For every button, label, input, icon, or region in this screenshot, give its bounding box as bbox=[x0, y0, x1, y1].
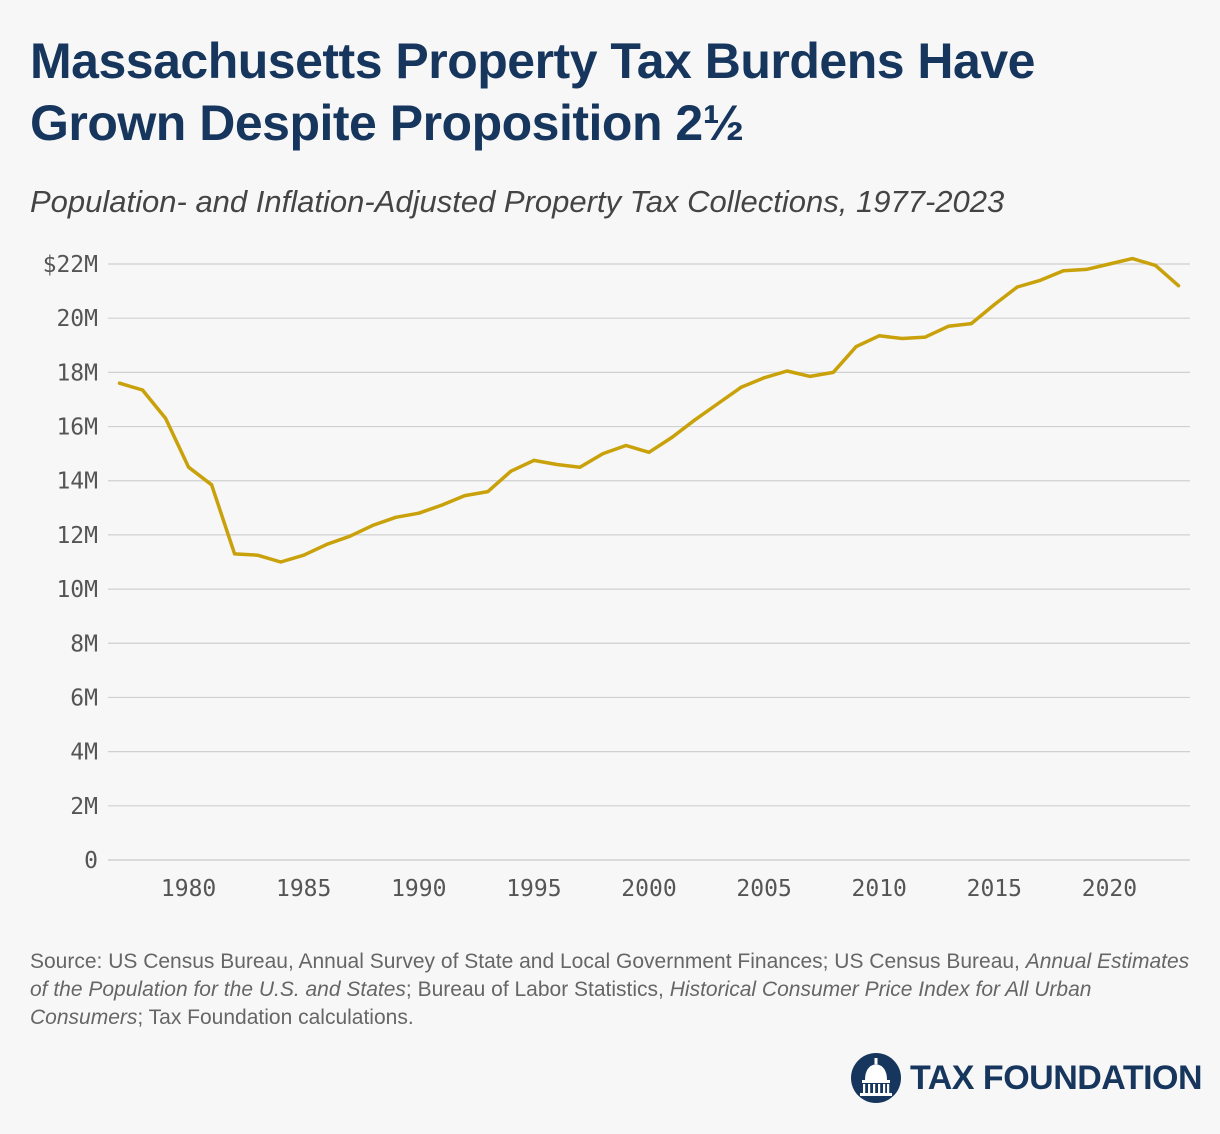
data-point bbox=[1107, 262, 1112, 266]
data-point bbox=[693, 418, 697, 422]
data-point bbox=[923, 335, 927, 339]
data-point bbox=[647, 450, 651, 454]
data-point bbox=[440, 503, 444, 507]
data-point bbox=[670, 435, 674, 439]
data-point bbox=[808, 374, 812, 379]
data-point bbox=[578, 465, 582, 469]
data-point bbox=[417, 511, 421, 515]
chart-subtitle: Population- and Inflation-Adjusted Prope… bbox=[30, 184, 1005, 219]
gridlines bbox=[108, 263, 1190, 861]
data-point bbox=[186, 465, 191, 469]
data-point bbox=[509, 469, 513, 473]
chart-title: Massachusetts Property Tax Burdens Have … bbox=[30, 33, 1035, 151]
source-mid: ; Bureau of Labor Statistics, bbox=[405, 978, 664, 1001]
data-point bbox=[785, 369, 789, 373]
series-line bbox=[117, 256, 1181, 564]
data-point bbox=[532, 458, 536, 463]
source-publication-cpi: Historical Consumer Price Index for All … bbox=[30, 978, 1092, 1029]
data-point bbox=[117, 381, 122, 385]
data-point bbox=[969, 322, 973, 326]
y-tick-label: 2M bbox=[70, 794, 98, 820]
y-tick-label: 12M bbox=[56, 523, 98, 549]
x-axis-ticks: 1980 1985 1990 1995 2000 2005 2010 2015 2020 bbox=[161, 876, 1137, 902]
x-tick-label: 2010 bbox=[852, 876, 907, 902]
x-tick-label: 1985 bbox=[276, 876, 331, 902]
data-point bbox=[394, 515, 398, 519]
y-tick-label: 16M bbox=[56, 415, 98, 441]
data-point bbox=[209, 483, 214, 487]
data-point bbox=[1176, 284, 1181, 288]
x-tick-label: 2020 bbox=[1082, 876, 1137, 902]
data-point bbox=[371, 523, 375, 528]
line-chart: 0 2M 4M 6M 8M 10M 12M 14M 16M 18M 20M $22M 1980 1985… bbox=[43, 252, 1190, 902]
x-tick-label: 2005 bbox=[736, 876, 791, 902]
data-point bbox=[992, 303, 996, 307]
data-point bbox=[624, 443, 628, 448]
y-tick-label: 14M bbox=[56, 469, 98, 495]
y-tick-label: 18M bbox=[56, 360, 98, 386]
y-tick-label: $22M bbox=[43, 252, 98, 278]
source-publication-population: Annual Estimates of the Population for t… bbox=[30, 950, 1190, 1001]
data-point bbox=[946, 324, 950, 328]
x-tick-label: 2000 bbox=[621, 876, 676, 902]
x-tick-label: 2015 bbox=[967, 876, 1022, 902]
y-tick-label: 6M bbox=[70, 685, 98, 711]
data-point bbox=[1084, 267, 1089, 272]
data-point bbox=[140, 388, 145, 392]
data-point bbox=[463, 494, 467, 498]
source-prefix: Source: US Census Bureau, Annual Survey … bbox=[30, 950, 1020, 973]
data-point bbox=[762, 376, 766, 380]
x-tick-label: 1995 bbox=[506, 876, 561, 902]
data-point bbox=[854, 345, 858, 349]
tax-foundation-logo: TAX FOUNDATION bbox=[850, 1048, 1203, 1108]
data-point bbox=[233, 552, 237, 556]
x-tick-label: 1990 bbox=[391, 876, 446, 902]
data-point bbox=[555, 462, 559, 467]
data-point bbox=[348, 534, 352, 538]
data-point bbox=[1130, 256, 1135, 261]
data-point bbox=[1015, 285, 1019, 289]
data-point bbox=[1038, 278, 1042, 282]
source-suffix: ; Tax Foundation calculations. bbox=[137, 1006, 414, 1029]
data-point bbox=[279, 560, 283, 564]
data-point bbox=[486, 489, 490, 494]
data-point bbox=[325, 542, 329, 546]
data-point bbox=[302, 553, 306, 557]
x-tick-label: 1980 bbox=[161, 876, 216, 902]
data-point bbox=[831, 370, 835, 374]
data-point bbox=[601, 452, 605, 456]
y-tick-label: 0 bbox=[84, 848, 98, 874]
data-point bbox=[1061, 269, 1065, 273]
y-tick-label: 4M bbox=[70, 740, 98, 766]
y-tick-label: 20M bbox=[56, 306, 98, 332]
y-axis-ticks: 0 2M 4M 6M 8M 10M 12M 14M 16M 18M 20M $22M bbox=[43, 252, 98, 874]
data-point bbox=[256, 553, 260, 557]
data-point bbox=[739, 385, 743, 389]
data-point bbox=[877, 334, 881, 338]
series-layer bbox=[117, 256, 1181, 564]
data-point bbox=[900, 336, 904, 341]
data-point bbox=[163, 416, 168, 421]
y-tick-label: 8M bbox=[70, 631, 98, 657]
logo-text: TAX FOUNDATION bbox=[910, 1058, 1203, 1097]
data-point bbox=[716, 401, 720, 406]
y-tick-label: 10M bbox=[56, 577, 98, 603]
capitol-dome-icon bbox=[851, 1053, 901, 1103]
source-note: Source: US Census Bureau, Annual Survey … bbox=[30, 948, 1190, 1032]
data-point bbox=[1153, 263, 1158, 267]
